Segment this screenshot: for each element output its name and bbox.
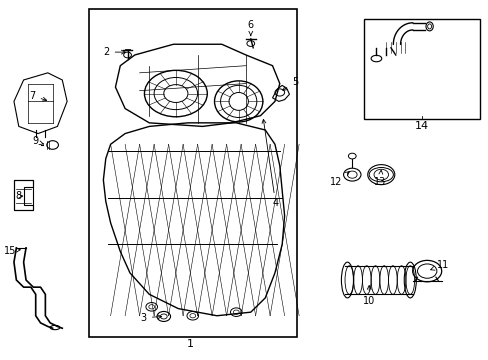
Text: 14: 14 [414,121,428,131]
Text: 6: 6 [247,20,253,36]
Text: 13: 13 [373,170,386,187]
Text: 12: 12 [329,172,348,187]
Bar [364,19,479,119]
Text: 15: 15 [4,246,20,256]
Text: 5: 5 [282,77,298,90]
Text: 11: 11 [430,260,448,270]
Text: 3: 3 [141,312,161,323]
Text: 4: 4 [262,120,278,208]
Text: 7: 7 [29,91,46,101]
Text: 8: 8 [15,191,22,201]
Text: 1: 1 [186,339,193,348]
Text: 2: 2 [103,47,125,57]
Bar [89,9,296,337]
Text: 10: 10 [362,285,375,306]
Text: 9: 9 [32,136,43,147]
